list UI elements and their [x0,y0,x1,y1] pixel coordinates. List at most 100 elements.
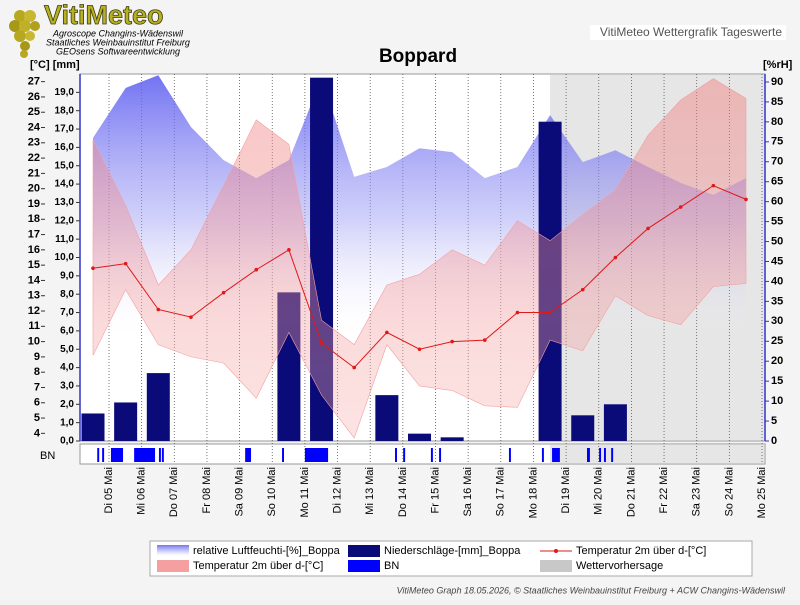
temp-point [189,315,193,319]
bn-period [611,448,614,462]
left-unit: [°C] [mm] [30,59,80,71]
x-tick-label: Do 07 Mai [168,467,180,517]
x-tick-label: Di 12 Mai [331,467,343,513]
x-tick-label: Di 05 Mai [103,467,115,513]
temp-tick-label: 8 [34,366,40,378]
temp-point [483,338,487,342]
bn-period [102,448,105,462]
temp-tick-label: 6 [34,397,40,409]
rh-tick-label: 50 [771,235,783,247]
temp-point [319,341,324,345]
temp-point [580,287,585,292]
mm-tick-label: 17,0 [55,124,75,135]
mm-tick-label: 12,0 [55,215,75,226]
temp-point [548,310,552,315]
mm-tick-label: 13,0 [55,197,75,208]
x-tick-label: Sa 16 Mai [462,467,474,517]
temp-point [385,330,389,335]
temp-tick-label: 25 [28,106,40,118]
temp-range-band [92,78,747,439]
bn-period [430,448,433,462]
temp-tick-label: 4 [34,427,41,439]
legend-box [149,540,753,577]
bn-period [541,448,544,462]
bn-period [603,448,606,462]
temp-tick-label: 26 [28,91,40,103]
logo-line: GEOsens Softwareentwicklung [56,46,180,56]
bn-label: BN [40,450,55,462]
mm-tick-label: 3,0 [60,381,74,392]
precip-bar [571,415,595,441]
temp-point [287,248,291,252]
bn-strip [79,443,766,465]
bn-period [439,448,442,462]
bn-period [158,448,161,462]
mm-tick-label: 6,0 [60,326,74,337]
temp-point [515,310,520,315]
bn-period [304,448,329,462]
rh-tick-label: 0 [771,435,777,447]
temp-point [678,205,683,209]
rh-tick-label: 70 [771,156,783,168]
x-tick-label: Di 19 Mai [560,467,572,513]
rh-tick-label: 15 [771,375,783,387]
temp-tick-label: 18 [28,213,40,225]
legend-swatch [348,560,380,572]
temp-tick-label: 19 [28,198,40,210]
temp-tick-label: 7 [34,381,40,393]
bn-period [395,448,397,462]
temp-tick-label: 15 [28,259,40,271]
temp-point [450,339,454,344]
bn-period [586,448,590,462]
temp-tick-label: 11 [28,320,40,332]
bn-period [134,448,156,462]
rh-tick-label: 60 [771,196,783,208]
caption: VitiMeteo Wettergrafik Tageswerte [600,25,782,39]
temp-point [221,290,226,295]
legend-swatch [157,560,189,572]
temp-tick-label: 14 [28,274,41,286]
rh-tick-label: 20 [771,355,783,367]
temp-point [352,365,357,370]
mm-tick-label: 11,0 [55,234,74,245]
legend-label: Wettervorhersage [576,560,663,572]
x-tick-label: Mi 20 Mai [593,467,605,515]
rh-tick-label: 75 [771,136,783,148]
rh-tick-label: 30 [771,315,783,327]
mm-tick-label: 9,0 [60,270,74,281]
footer: VitiMeteo Graph 18.05.2026, © Staatliche… [397,585,786,595]
legend: relative Luftfeuchti-[%]_Boppa Niederschl… [157,545,706,572]
temp-tick-label: 20 [28,183,40,195]
legend-label: Niederschläge-[mm]_Boppa [384,545,521,557]
rh-tick-label: 10 [771,395,783,407]
temp-point [711,183,716,188]
bn-period [599,448,602,462]
x-tick-label: Sa 09 Mai [234,467,246,517]
mm-tick-label: 10,0 [55,252,75,263]
x-tick-label: Do 21 Mai [625,467,637,517]
legend-label: BN [384,560,399,572]
x-tick-label: Fr 22 Mai [658,467,670,513]
mm-tick-label: 19,0 [55,87,75,98]
x-tick-label: Fr 15 Mai [429,467,441,513]
temp-point [613,255,618,260]
mm-tick-label: 2,0 [60,399,74,410]
chart-title: Boppard [379,46,457,67]
precip-bar [114,402,138,441]
forecast-region [550,444,765,464]
temp-tick-label: 21 [28,167,40,179]
logo-line: Agroscope Changins-Wädenswil [52,28,184,38]
temp-tick-label: 22 [28,152,40,164]
rh-tick-label: 80 [771,116,783,128]
x-tick-label: Mo 11 Mai [299,467,311,518]
temp-point [123,261,128,266]
mm-tick-label: 8,0 [60,289,74,300]
temp-point [744,197,748,202]
precip-bar [81,413,105,441]
x-tick-label: Mi 06 Mai [136,467,148,515]
temp-tick-label: 5 [34,412,40,424]
bn-period [97,448,100,462]
mm-tick-label: 14,0 [55,179,75,190]
x-tick-label: So 24 Mai [723,467,735,517]
